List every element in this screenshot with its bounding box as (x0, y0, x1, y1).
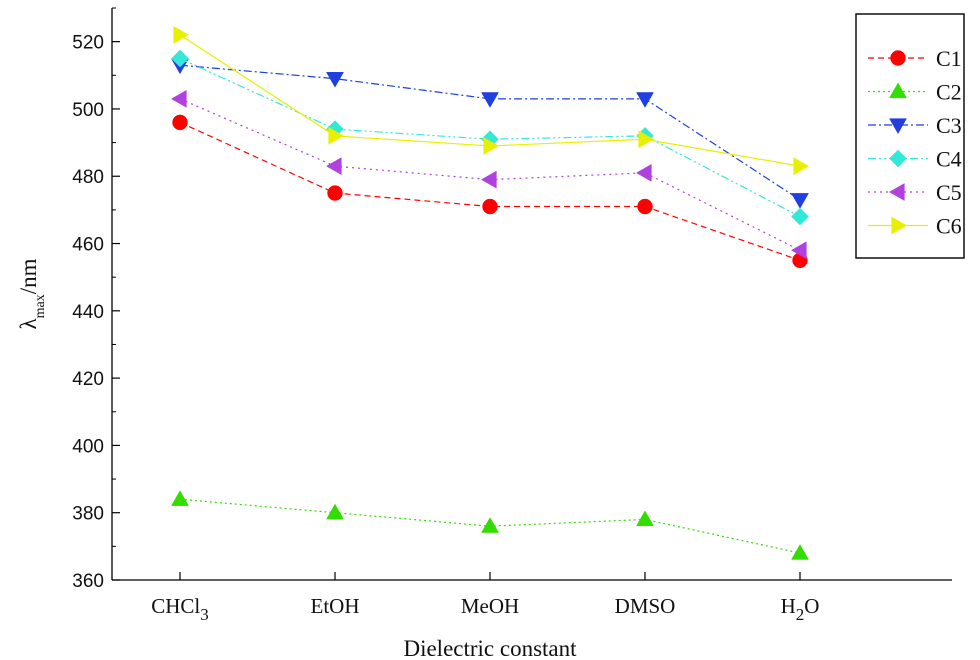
legend-label: C3 (936, 113, 962, 138)
x-axis-title: Dielectric constant (403, 636, 577, 660)
legend-item-c5: C5 (868, 180, 962, 205)
legend-marker (891, 216, 908, 235)
legend-label: C5 (936, 180, 962, 205)
legend-item-c4: C4 (868, 147, 962, 172)
y-tick-label: 500 (72, 100, 104, 121)
x-axis-ticks: CHCl3 EtOH MeOH DMSO H2O (151, 572, 819, 624)
legend-marker (889, 149, 907, 168)
legend: C1 C2 C3 C4 C5 C6 (855, 13, 965, 259)
legend-label: C1 (936, 46, 962, 71)
x-tick-label: EtOH (311, 594, 360, 618)
y-tick-label: 360 (72, 571, 104, 592)
data-point (791, 193, 809, 209)
series-c1 (172, 114, 808, 269)
legend-label: C6 (936, 214, 962, 239)
y-axis-ticks: 360 380 400 420 440 460 480 500 520 (72, 7, 120, 592)
legend-item-c1: C1 (868, 46, 962, 71)
legend-label: C4 (936, 147, 962, 172)
data-point (171, 490, 189, 506)
y-tick-label: 460 (72, 235, 104, 256)
data-point (325, 157, 342, 176)
legend-label: C2 (936, 80, 962, 105)
data-point (636, 92, 654, 108)
data-point (482, 198, 498, 215)
legend-item-c6: C6 (868, 214, 962, 239)
y-tick-label: 380 (72, 504, 104, 525)
legend-box (855, 13, 965, 259)
legend-marker (889, 82, 907, 99)
y-tick-label: 420 (72, 369, 104, 390)
data-point (326, 72, 344, 88)
data-point (171, 49, 189, 68)
y-tick-label: 480 (72, 167, 104, 188)
x-tick-label: MeOH (461, 594, 519, 618)
data-point (791, 207, 809, 226)
legend-item-c2: C2 (868, 80, 962, 105)
axes (111, 8, 952, 581)
data-point (173, 25, 190, 44)
data-point (637, 198, 653, 215)
series-c5 (170, 89, 807, 260)
legend-marker (890, 50, 906, 66)
x-tick-label: DMSO (615, 594, 676, 618)
series-layer (170, 25, 810, 560)
data-point (328, 126, 345, 145)
y-tick-label: 400 (72, 436, 104, 457)
data-point (170, 89, 187, 108)
legend-marker (889, 118, 907, 135)
data-point (635, 163, 652, 182)
data-point (636, 510, 654, 527)
data-point (791, 544, 809, 560)
data-point (638, 130, 655, 149)
data-point (326, 503, 344, 520)
x-tick-label: CHCl3 (151, 594, 209, 624)
data-point (172, 114, 188, 131)
data-point (793, 157, 810, 176)
data-point (481, 92, 499, 108)
x-tick-label: H2O (781, 594, 820, 624)
data-point (790, 241, 807, 260)
data-point (483, 137, 500, 155)
series-c6 (173, 25, 810, 176)
y-axis-title: λmax/nm (16, 258, 48, 329)
y-tick-label: 520 (72, 33, 104, 54)
y-tick-label: 440 (72, 302, 104, 323)
legend-item-c3: C3 (868, 113, 962, 138)
series-c2 (171, 490, 809, 560)
data-point (481, 517, 499, 533)
data-point (327, 185, 343, 201)
legend-marker (888, 183, 905, 201)
data-point (480, 170, 497, 189)
